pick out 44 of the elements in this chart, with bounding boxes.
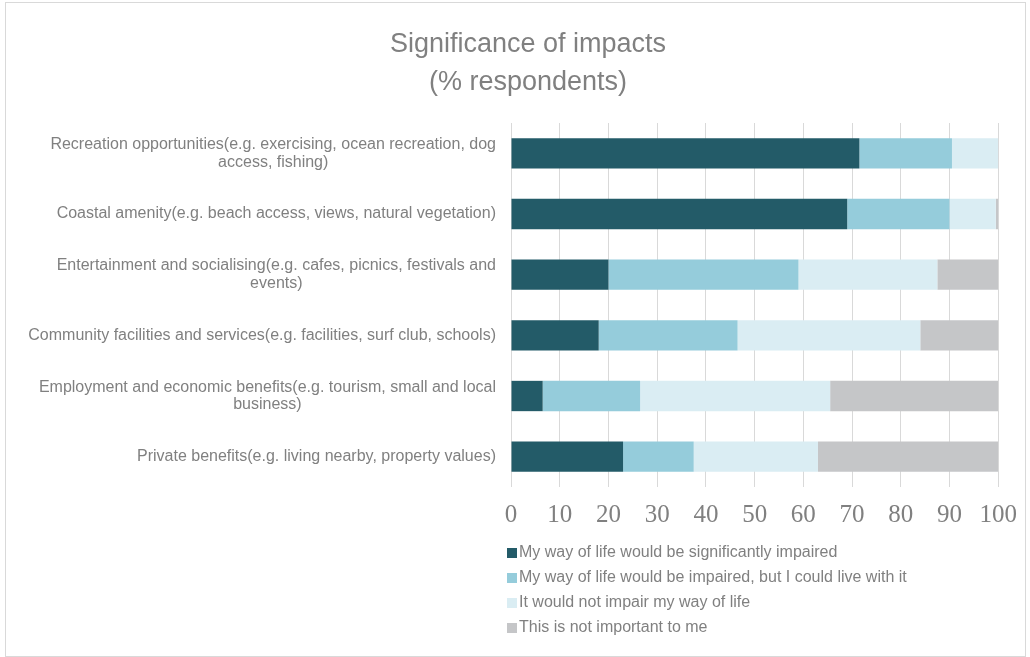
bar [511, 138, 860, 169]
bar [511, 259, 609, 290]
legend-label: It would not impair my way of life [519, 593, 751, 611]
x-tick-label: 0 [504, 499, 518, 527]
y-tick-label: Community facilities and services(e.g. facilities, surf club, schools) [28, 325, 496, 343]
bar [817, 441, 999, 472]
legend-label: This is not important to me [519, 618, 708, 636]
bar [693, 441, 818, 472]
x-tick-label: 30 [644, 499, 670, 527]
bar [623, 441, 694, 472]
bar [859, 138, 952, 169]
x-tick-label: 60 [790, 499, 816, 527]
x-tick-label: 50 [742, 499, 768, 527]
bar [511, 441, 624, 472]
bar [542, 380, 641, 412]
bar [847, 198, 950, 230]
bar [511, 198, 848, 230]
x-tick-label: 10 [547, 499, 573, 527]
bar [830, 380, 999, 412]
legend-label: My way of life would be impaired, but I could live with it [519, 568, 908, 586]
x-tick-label: 20 [595, 499, 621, 527]
bar [511, 320, 599, 351]
y-tick-label: Recreation opportunities(e.g. exercising, ocean recreation, dog access, fishing) [50, 134, 496, 170]
bar [951, 138, 999, 169]
x-tick-label: 90 [937, 499, 963, 527]
bar [949, 198, 996, 230]
bar [608, 259, 799, 290]
bar [598, 320, 738, 351]
bar [920, 320, 999, 351]
bar [798, 259, 938, 290]
y-tick-label: Coastal amenity(e.g. beach access, views, natural vegetation) [56, 204, 496, 222]
bar [937, 259, 999, 290]
x-tick-label: 100 [979, 499, 1017, 527]
bar [511, 380, 543, 412]
x-tick-label: 80 [888, 499, 914, 527]
bar [737, 320, 921, 351]
y-tick-label: Entertainment and socialising(e.g. cafes, picnics, festivals and events) [56, 256, 496, 291]
x-tick-label: 40 [693, 499, 719, 527]
y-tick-label: Employment and economic benefits(e.g. tourism, small and local business) [38, 377, 496, 413]
chart-title: Significance of impacts (% respondents) [389, 28, 667, 97]
x-tick-label: 70 [839, 499, 865, 527]
bar [640, 380, 831, 412]
legend-label: My way of life would be significantly impaired [519, 543, 838, 561]
y-tick-label: Private benefits(e.g. living nearby, property values) [137, 447, 496, 465]
